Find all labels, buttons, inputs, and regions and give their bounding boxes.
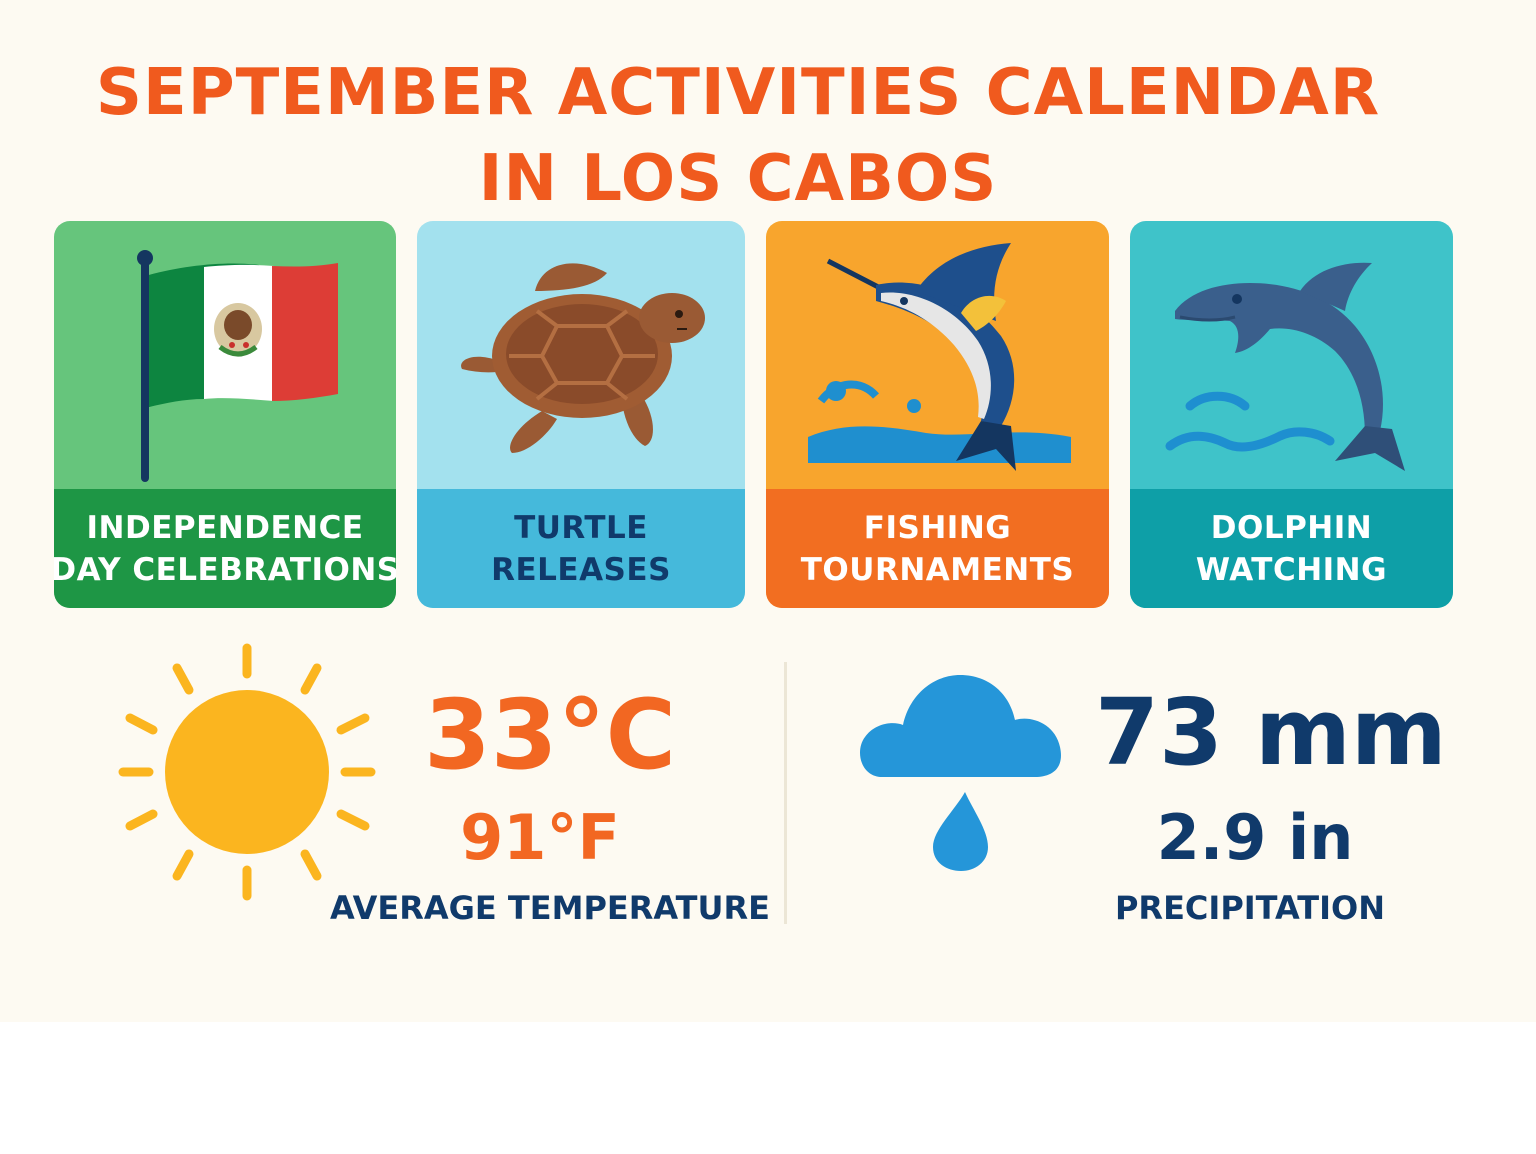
mexican-flag-icon	[137, 250, 338, 482]
page-title: SEPTEMBER ACTIVITIES CALENDAR IN LOS CAB…	[0, 50, 1476, 222]
precipitation-mm: 73 mm	[1095, 679, 1447, 786]
dolphin-icon	[1165, 262, 1405, 471]
activity-card-fishing-tournaments: FISHING TOURNAMENTS	[766, 221, 1109, 608]
precipitation-label: PRECIPITATION	[1114, 889, 1386, 927]
temperature-fahrenheit: 91°F	[460, 801, 620, 874]
activity-label-line-1: FISHING	[863, 509, 1012, 546]
sea-turtle-icon	[461, 263, 705, 453]
activity-label-line-2: WATCHING	[1195, 551, 1388, 588]
activity-label-line-1: INDEPENDENCE	[86, 509, 364, 546]
activity-label-line-1: TURTLE	[514, 509, 648, 546]
title-line-2: IN LOS CABOS	[478, 142, 998, 216]
section-divider	[784, 662, 787, 924]
activity-label-line-1: DOLPHIN	[1210, 509, 1373, 546]
temperature-celsius: 33°C	[423, 679, 677, 791]
activity-label-line-2: DAY CELEBRATIONS	[54, 551, 396, 588]
activity-card-dolphin-watching: DOLPHIN WATCHING	[1130, 221, 1453, 608]
activity-card-independence-day: INDEPENDENCE DAY CELEBRATIONS	[54, 221, 396, 608]
rain-cloud-icon	[860, 675, 1061, 871]
activity-label-line-2: RELEASES	[491, 551, 671, 588]
precipitation-inches: 2.9 in	[1156, 801, 1354, 874]
sun-icon	[118, 643, 376, 901]
title-line-1: SEPTEMBER ACTIVITIES CALENDAR	[95, 56, 1381, 130]
infographic: SEPTEMBER ACTIVITIES CALENDAR IN LOS CAB…	[0, 0, 1536, 1022]
marlin-icon	[808, 243, 1071, 471]
activity-card-turtle-releases: TURTLE RELEASES	[417, 221, 745, 608]
temperature-label: AVERAGE TEMPERATURE	[330, 889, 770, 927]
activity-label-line-2: TOURNAMENTS	[800, 551, 1075, 588]
